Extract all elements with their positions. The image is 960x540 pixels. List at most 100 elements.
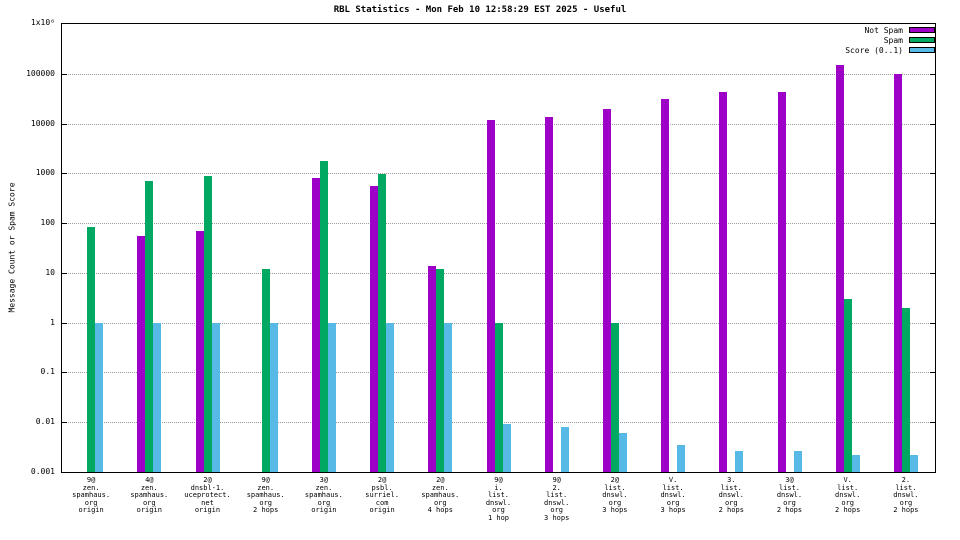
legend-swatch [909, 47, 935, 53]
axis-tick [930, 422, 935, 424]
bar-spam [610, 322, 619, 472]
y-axis-title: Message Count or Spam Score [7, 182, 17, 313]
legend-item: Score (0..1) [845, 45, 935, 55]
bar-score-0-1 [560, 427, 569, 472]
x-axis-label: 4@ zen. spamhaus. org origin [130, 476, 169, 514]
bar-not-spam [370, 186, 379, 472]
bar-spam [319, 160, 328, 472]
y-tick-label: 0.01 [35, 417, 55, 427]
legend-swatch [909, 37, 935, 43]
y-tick-label: 10000 [30, 118, 55, 128]
x-axis-label: 9@ 2. list. dnswl. org 3 hops [544, 476, 570, 522]
axis-tick [930, 123, 935, 125]
bar-spam [436, 268, 445, 472]
bar-not-spam [311, 178, 320, 472]
bar-not-spam [428, 265, 437, 472]
axis-tick [930, 372, 935, 374]
bar-score-0-1 [851, 454, 860, 472]
y-tick-label: 100000 [26, 68, 55, 78]
bar-not-spam [544, 117, 553, 472]
axis-tick [930, 472, 935, 473]
axis-tick [62, 422, 67, 424]
y-tick-label: 100 [40, 218, 55, 228]
bar-not-spam [719, 92, 728, 472]
bar-score-0-1 [153, 322, 162, 472]
axis-tick [62, 322, 67, 324]
legend: Not Spam Spam Score (0..1) [845, 25, 935, 55]
bar-score-0-1 [909, 454, 918, 472]
axis-tick [62, 472, 67, 473]
y-tick-label: 10 [45, 267, 55, 277]
bar-score-0-1 [618, 433, 627, 472]
y-axis-top-label: 1x10⁶ [30, 18, 55, 27]
legend-label: Not Spam [864, 25, 903, 35]
bar-not-spam [661, 99, 670, 472]
y-tick-label: 0.001 [30, 467, 55, 476]
legend-item: Spam [883, 35, 935, 45]
legend-item: Not Spam [864, 25, 935, 35]
bar-score-0-1 [95, 322, 104, 472]
gridline [62, 223, 935, 225]
axis-tick [62, 223, 67, 225]
axis-tick [930, 73, 935, 75]
chart-title: RBL Statistics - Mon Feb 10 12:58:29 EST… [333, 5, 627, 15]
bar-spam [378, 174, 387, 472]
x-axis-label: 2. list. dnswl. org 2 hops [893, 476, 919, 514]
x-axis-label: 9@ i. list. dnswl. org 1 hop [485, 476, 512, 522]
y-tick-label: 1 [50, 317, 55, 327]
x-axis-label: 3@ zen. spamhaus. org origin [304, 476, 343, 514]
x-axis-label: 3@ list. dnswl. org 2 hops [776, 476, 803, 514]
x-axis-label: V. list. dnswl. org 3 hops [660, 476, 686, 514]
y-tick-label: 1000 [35, 168, 55, 178]
bar-spam [203, 175, 212, 472]
legend-label: Score (0..1) [845, 45, 903, 55]
bar-score-0-1 [269, 322, 278, 472]
axis-tick [930, 223, 935, 225]
legend-swatch [909, 27, 935, 33]
bar-score-0-1 [327, 322, 336, 472]
bar-not-spam [137, 236, 146, 472]
bar-not-spam [835, 65, 844, 472]
x-axis-label: 9@ zen. spamhaus. org origin [72, 476, 111, 514]
bar-not-spam [195, 230, 204, 472]
y-tick-label: 0.1 [40, 367, 55, 377]
bar-spam [261, 268, 270, 472]
x-axis-label: V. list. dnswl. org 2 hops [835, 476, 861, 514]
x-axis-label: 2@ dnsbl-1. uceprotect. net origin [184, 476, 231, 514]
bar-score-0-1 [502, 424, 511, 472]
gridline [62, 272, 935, 274]
bar-not-spam [893, 73, 902, 472]
bar-spam [145, 181, 154, 472]
bar-spam [87, 226, 96, 472]
legend-label: Spam [883, 35, 903, 45]
bar-score-0-1 [677, 444, 686, 472]
x-axis-label: 2@ list. dnswl. org 3 hops [602, 476, 628, 514]
x-axis-label: 9@ zen. spamhaus. org 2 hops [246, 476, 285, 514]
axis-tick [930, 173, 935, 175]
bar-score-0-1 [444, 322, 453, 472]
axis-tick [62, 123, 67, 125]
bar-score-0-1 [735, 450, 744, 472]
gridline [62, 73, 935, 75]
bar-score-0-1 [211, 322, 220, 472]
bar-spam [901, 307, 910, 472]
bar-not-spam [486, 119, 495, 472]
bar-not-spam [602, 108, 611, 472]
bar-spam [494, 322, 503, 472]
gridline [62, 173, 935, 175]
plot-area [61, 23, 936, 473]
bar-score-0-1 [793, 450, 802, 472]
gridline [62, 123, 935, 125]
axis-tick [62, 272, 67, 274]
axis-tick [930, 272, 935, 274]
axis-tick [62, 372, 67, 374]
x-axis-label: 2@ zen. spamhaus. org 4 hops [421, 476, 460, 514]
axis-tick [62, 173, 67, 175]
x-axis-label: 2@ psbl. surriel. com origin [365, 476, 399, 514]
bar-not-spam [777, 92, 786, 472]
bar-score-0-1 [386, 322, 395, 472]
axis-tick [62, 73, 67, 75]
x-axis-label: 3. list. dnswl. org 2 hops [718, 476, 744, 514]
axis-tick [930, 322, 935, 324]
